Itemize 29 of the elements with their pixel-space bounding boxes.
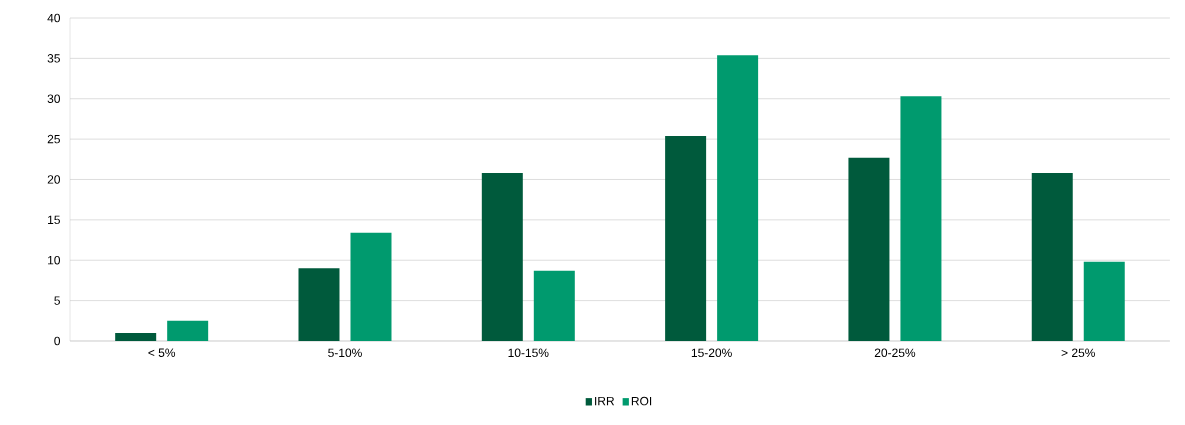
- bar: [167, 320, 209, 341]
- bar: [298, 268, 340, 341]
- y-tick-label: 10: [48, 256, 61, 265]
- legend-label: IRR: [595, 396, 615, 406]
- bar: [900, 96, 942, 341]
- legend-label: ROI: [631, 396, 652, 406]
- y-tick-label: 30: [47, 94, 61, 103]
- x-tick-label: 5-10%: [328, 348, 362, 358]
- bar: [665, 135, 707, 341]
- bar: [533, 270, 575, 341]
- x-tick-label: 20-25%: [874, 348, 916, 358]
- bar: [1031, 173, 1073, 341]
- x-tick-label: > 25%: [1061, 348, 1095, 358]
- y-tick-label: 5: [54, 296, 60, 305]
- y-tick-label: 20: [47, 175, 61, 184]
- y-tick-label: 35: [47, 54, 60, 63]
- x-tick-label: 10-15%: [508, 348, 549, 358]
- bar: [1083, 261, 1125, 341]
- x-tick-label: < 5%: [148, 348, 176, 357]
- bar: [350, 232, 392, 341]
- bar: [115, 332, 157, 341]
- y-tick-label: 15: [48, 215, 60, 225]
- y-tick-label: 0: [54, 336, 61, 346]
- bar: [717, 55, 759, 341]
- bar: [848, 157, 890, 341]
- y-tick-label: 40: [47, 13, 61, 23]
- y-tick-label: 25: [47, 134, 60, 144]
- x-tick-label: 15-20%: [691, 348, 732, 358]
- bar: [481, 173, 523, 341]
